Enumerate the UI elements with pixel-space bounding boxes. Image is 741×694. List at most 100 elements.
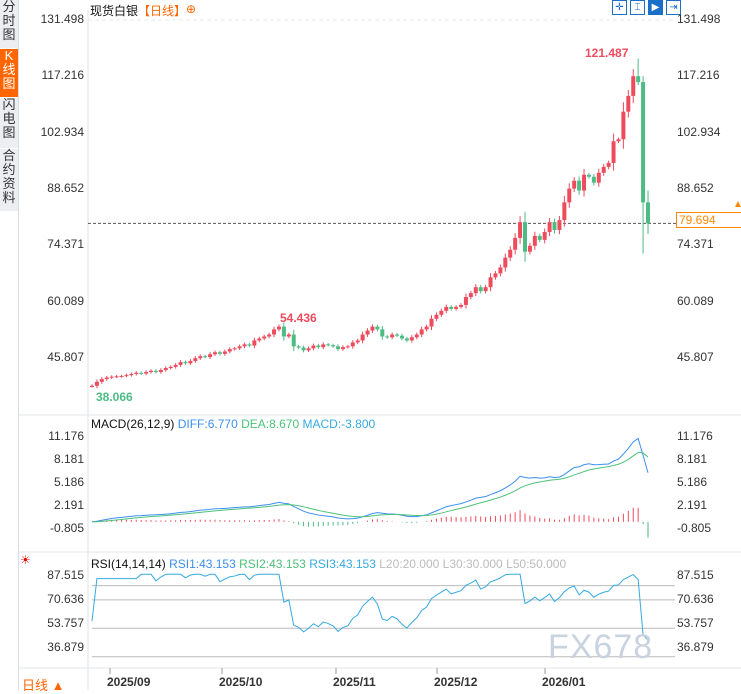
candle-body [345, 346, 350, 348]
rsi-tick-right: 87.515 [677, 568, 714, 582]
period-label: 【日线】 [138, 4, 187, 18]
candle-body [296, 346, 301, 348]
rsi-line [91, 573, 649, 641]
candle-body [252, 340, 257, 346]
rsi-title: RSI(14,14,14) [91, 557, 166, 571]
candle-body [193, 358, 198, 361]
candle-body [331, 345, 336, 347]
candle-body [316, 345, 321, 348]
rsi-legend: RSI(14,14,14) RSI1:43.153 RSI2:43.153 RS… [91, 557, 566, 571]
candle-body [542, 231, 547, 240]
macd-tick-left: 11.176 [48, 429, 84, 443]
candle-body [459, 304, 464, 307]
tab-flash[interactable]: 闪电图 [0, 98, 18, 149]
rsi-tick-right: 53.757 [677, 615, 714, 630]
tab-contract-info[interactable]: 合约资料 [0, 149, 18, 212]
high-label: 121.487 [585, 46, 629, 60]
candle-body [522, 222, 527, 252]
price-tick-right: 45.807 [677, 349, 714, 364]
candle-body [227, 349, 232, 352]
x-tick-label: 2025/10 [219, 675, 263, 689]
price-tick-right: 102.934 [677, 124, 721, 139]
local-high-label: 54.436 [280, 311, 317, 325]
candle-body [183, 362, 188, 364]
candle-body [532, 235, 537, 246]
crosshair-icon[interactable]: ✛ [612, 0, 627, 15]
candle-body [247, 344, 252, 346]
candle-body [217, 352, 222, 354]
candle-body [90, 385, 94, 387]
candle-body [498, 267, 503, 274]
macd-legend: MACD(26,12,9) DIFF:6.770 DEA:8.670 MACD:… [91, 417, 375, 431]
candle-body [429, 318, 434, 327]
candle-body [355, 340, 360, 343]
rsi-l50: L50:50.000 [506, 557, 567, 571]
x-tick-label: 2025/12 [434, 675, 478, 689]
macd-diff-line [91, 437, 649, 523]
macd-dea: DEA:8.670 [241, 417, 300, 431]
sidebar: 分时图 K线图 闪电图 合约资料 [0, 0, 19, 690]
macd-tick-right: 5.186 [677, 474, 708, 489]
candle-body [385, 336, 390, 338]
price-tick-right: 74.371 [677, 237, 714, 252]
candle-body [370, 326, 375, 331]
tab-timeshare[interactable]: 分时图 [0, 0, 18, 49]
candle-body [272, 329, 277, 335]
candle-body [109, 376, 114, 378]
candle-body [286, 334, 291, 337]
candle-body [557, 220, 562, 230]
candle-body [582, 174, 587, 191]
rsi-tick-left: 36.879 [47, 639, 84, 654]
play-icon[interactable]: ▶ [648, 0, 663, 15]
candle-body [611, 141, 616, 163]
candle-body [158, 370, 163, 372]
candle-body [168, 366, 173, 369]
candle-body [276, 326, 281, 330]
candle-body [114, 376, 119, 378]
candle-body [208, 354, 213, 357]
candle-body [454, 306, 459, 309]
macd-dea-line [91, 451, 649, 523]
candle-body [178, 362, 183, 365]
settings-icon[interactable]: ☀ [20, 553, 31, 567]
plus-circle-icon[interactable]: ⊕ [186, 2, 197, 16]
candle-body [636, 76, 641, 83]
macd-tick-left: 2.191 [53, 497, 84, 512]
range-icon[interactable]: ⌶ [630, 0, 645, 15]
macd-title: MACD(26,12,9) [91, 417, 175, 431]
candle-body [572, 180, 577, 189]
candle-body [390, 334, 395, 338]
candle-body [444, 306, 449, 311]
candle-body [552, 222, 557, 230]
macd-tick-right: 11.176 [677, 429, 713, 443]
candle-body [257, 338, 262, 341]
candle-body [596, 172, 601, 183]
instrument-title: 现货白银 [90, 4, 139, 18]
rsi-l20: L20:20.000 [379, 557, 440, 571]
candle-body [360, 334, 365, 341]
candle-body [567, 188, 572, 203]
price-tick-left: 88.652 [47, 180, 84, 195]
x-tick-label: 2026/01 [542, 675, 586, 689]
candle-body [483, 287, 488, 292]
candle-body [124, 375, 129, 377]
candle-body [399, 335, 404, 339]
candle-body [409, 337, 414, 341]
tab-kline[interactable]: K线图 [0, 49, 18, 98]
move-right-icon[interactable]: ⇥ [666, 0, 681, 15]
arrow-up-icon: ▲ [733, 199, 741, 210]
candle-body [144, 371, 149, 374]
candle-body [94, 381, 99, 386]
macd-tick-left: -0.805 [49, 521, 84, 535]
candle-body [463, 297, 468, 305]
period-selector[interactable]: 日线 ▲ [22, 678, 65, 693]
macd-value: MACD:-3.800 [302, 417, 376, 431]
candle-body [414, 334, 419, 338]
rsi-tick-left: 70.636 [47, 591, 84, 606]
candle-body [153, 370, 158, 372]
rsi-tick-left: 53.757 [47, 615, 84, 630]
candle-body [340, 347, 345, 350]
candle-body [621, 111, 626, 140]
candle-body [395, 334, 400, 336]
candle-body [404, 338, 409, 341]
